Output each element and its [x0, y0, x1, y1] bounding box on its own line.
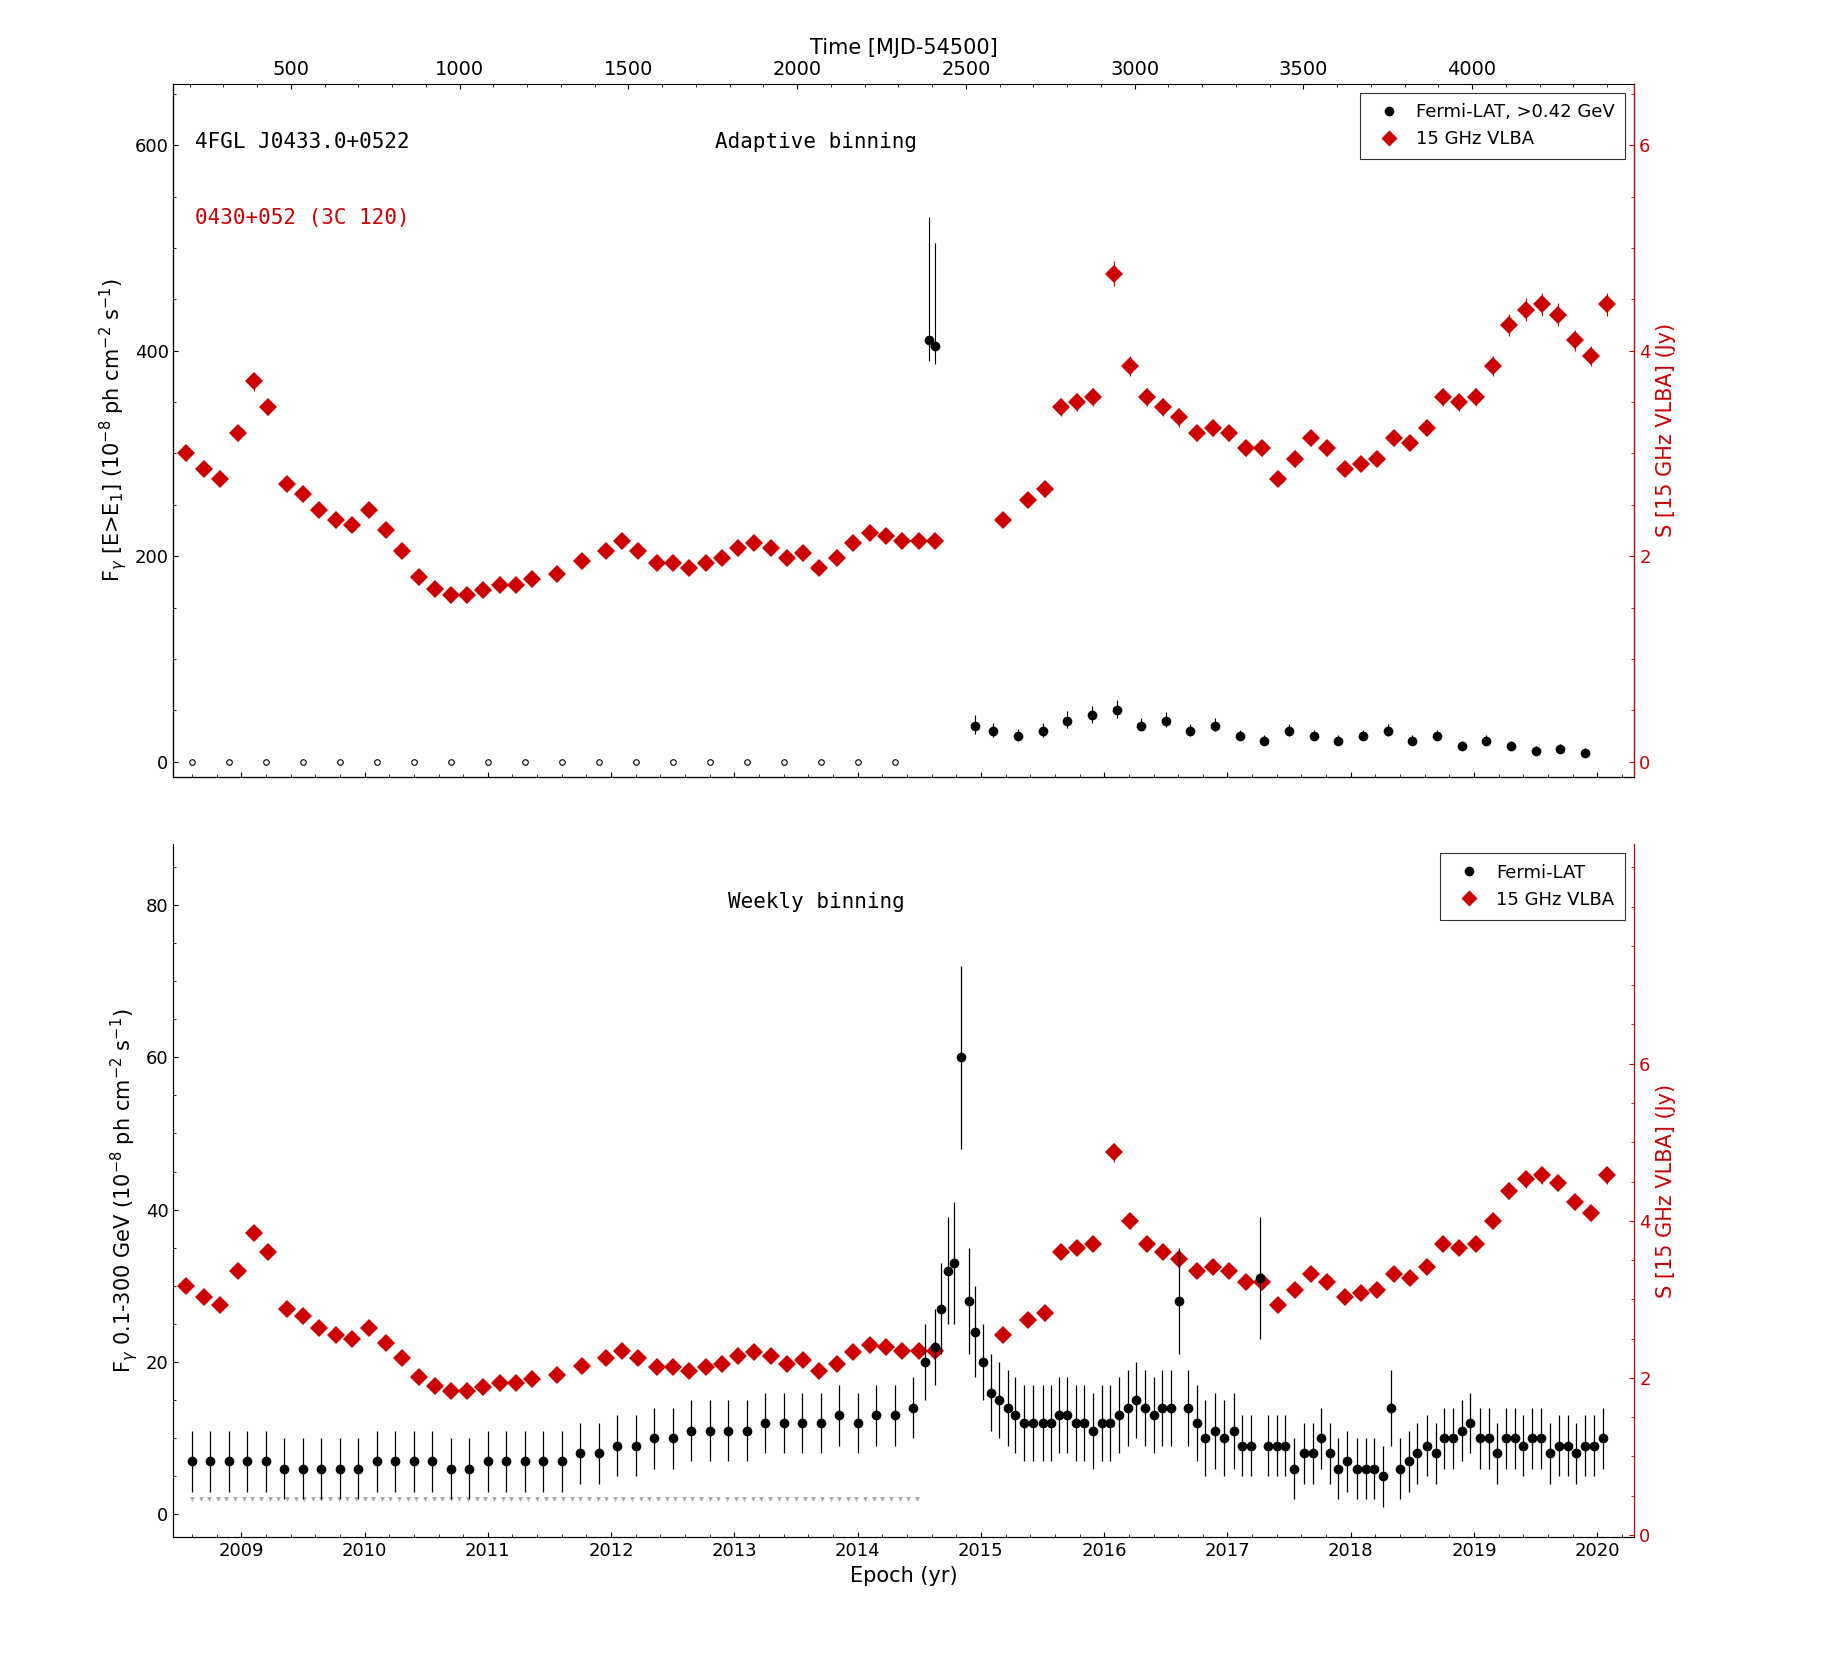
X-axis label: Epoch (yr): Epoch (yr) [851, 1566, 957, 1586]
Text: 0430+052 (3C 120): 0430+052 (3C 120) [195, 209, 411, 229]
Legend: Fermi-LAT, 15 GHz VLBA: Fermi-LAT, 15 GHz VLBA [1441, 852, 1625, 919]
Y-axis label: F$_\gamma$ 0.1-300 GeV (10$^{-8}$ ph cm$^{-2}$ s$^{-1}$): F$_\gamma$ 0.1-300 GeV (10$^{-8}$ ph cm$… [108, 1008, 141, 1374]
Text: Adaptive binning: Adaptive binning [716, 132, 917, 152]
Text: 4FGL J0433.0+0522: 4FGL J0433.0+0522 [195, 132, 411, 152]
X-axis label: Time [MJD-54500]: Time [MJD-54500] [811, 38, 997, 58]
Y-axis label: F$_\gamma$ [E>E$_1$] (10$^{-8}$ ph cm$^{-2}$ s$^{-1}$): F$_\gamma$ [E>E$_1$] (10$^{-8}$ ph cm$^{… [97, 277, 130, 583]
Y-axis label: S [15 GHz VLBA] (Jy): S [15 GHz VLBA] (Jy) [1656, 1083, 1676, 1298]
Y-axis label: S [15 GHz VLBA] (Jy): S [15 GHz VLBA] (Jy) [1656, 323, 1676, 538]
Text: Weekly binning: Weekly binning [729, 892, 904, 912]
Legend: Fermi-LAT, >0.42 GeV, 15 GHz VLBA: Fermi-LAT, >0.42 GeV, 15 GHz VLBA [1360, 92, 1625, 159]
